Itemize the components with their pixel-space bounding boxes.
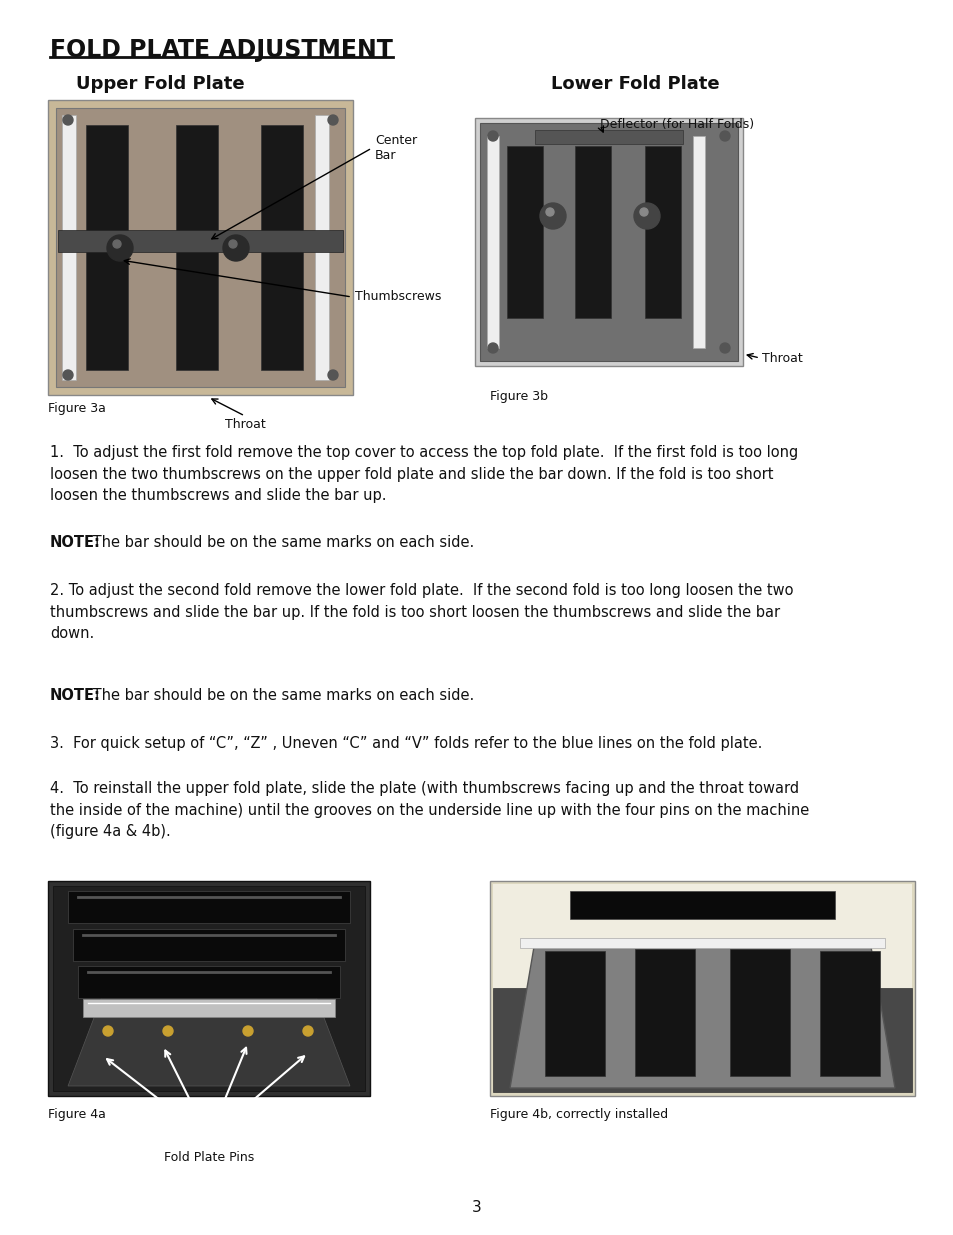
Circle shape — [223, 235, 249, 261]
Text: Center
Bar: Center Bar — [375, 135, 416, 162]
Text: Deflector (for Half Folds): Deflector (for Half Folds) — [599, 119, 753, 131]
Text: Upper Fold Plate: Upper Fold Plate — [75, 75, 244, 93]
Bar — [544, 951, 604, 1076]
Text: Thumbscrews: Thumbscrews — [355, 290, 441, 304]
Bar — [644, 146, 680, 317]
Polygon shape — [68, 981, 350, 1086]
Bar — [56, 107, 345, 387]
Text: 4.  To reinstall the upper fold plate, slide the plate (with thumbscrews facing : 4. To reinstall the upper fold plate, sl… — [50, 781, 808, 840]
Text: The bar should be on the same marks on each side.: The bar should be on the same marks on e… — [88, 535, 474, 550]
Bar — [48, 881, 370, 1095]
Circle shape — [639, 207, 647, 216]
Bar — [692, 136, 704, 348]
Text: FOLD PLATE ADJUSTMENT: FOLD PLATE ADJUSTMENT — [50, 38, 393, 62]
Bar — [48, 100, 353, 395]
Bar — [575, 146, 610, 317]
Bar — [569, 890, 834, 919]
Polygon shape — [510, 941, 894, 1088]
Text: NOTE:: NOTE: — [50, 535, 101, 550]
Bar — [535, 130, 682, 144]
Bar — [486, 136, 498, 348]
Circle shape — [539, 203, 565, 228]
Bar — [493, 988, 911, 1092]
Bar — [73, 929, 345, 961]
Circle shape — [720, 131, 729, 141]
Text: 1.  To adjust the first fold remove the top cover to access the top fold plate. : 1. To adjust the first fold remove the t… — [50, 445, 798, 503]
Bar — [479, 124, 738, 361]
Circle shape — [163, 1026, 172, 1036]
Circle shape — [243, 1026, 253, 1036]
Text: Throat: Throat — [224, 417, 265, 431]
Bar — [83, 999, 335, 1016]
Text: NOTE:: NOTE: — [50, 688, 101, 703]
Text: Figure 4b, correctly installed: Figure 4b, correctly installed — [490, 1108, 667, 1121]
Circle shape — [328, 115, 337, 125]
Text: Figure 3b: Figure 3b — [490, 390, 547, 403]
Text: 3: 3 — [472, 1200, 481, 1215]
Circle shape — [63, 370, 73, 380]
Circle shape — [488, 131, 497, 141]
Bar — [314, 115, 329, 380]
Circle shape — [63, 115, 73, 125]
Bar — [86, 125, 128, 370]
Bar — [635, 948, 695, 1076]
Bar — [490, 881, 914, 1095]
Bar — [493, 884, 911, 990]
Bar — [175, 125, 218, 370]
Bar — [820, 951, 879, 1076]
Text: Fold Plate Pins: Fold Plate Pins — [164, 1151, 253, 1165]
Bar — [519, 939, 884, 948]
Bar — [729, 948, 789, 1076]
Circle shape — [107, 235, 132, 261]
Circle shape — [488, 343, 497, 353]
Bar — [78, 966, 339, 998]
Circle shape — [303, 1026, 313, 1036]
Bar — [261, 125, 303, 370]
Bar — [53, 885, 365, 1091]
Circle shape — [634, 203, 659, 228]
Bar — [506, 146, 542, 317]
Circle shape — [103, 1026, 112, 1036]
Text: 2. To adjust the second fold remove the lower fold plate.  If the second fold is: 2. To adjust the second fold remove the … — [50, 583, 793, 641]
Text: Lower Fold Plate: Lower Fold Plate — [550, 75, 719, 93]
Text: Throat: Throat — [761, 352, 801, 364]
Circle shape — [720, 343, 729, 353]
Circle shape — [545, 207, 554, 216]
Text: The bar should be on the same marks on each side.: The bar should be on the same marks on e… — [88, 688, 474, 703]
Bar — [68, 890, 350, 923]
Circle shape — [328, 370, 337, 380]
Bar — [62, 115, 76, 380]
Text: Figure 4a: Figure 4a — [48, 1108, 106, 1121]
Bar — [58, 230, 343, 252]
Text: Figure 3a: Figure 3a — [48, 403, 106, 415]
Text: 3.  For quick setup of “C”, “Z” , Uneven “C” and “V” folds refer to the blue lin: 3. For quick setup of “C”, “Z” , Uneven … — [50, 736, 761, 751]
Circle shape — [229, 240, 236, 248]
Bar — [475, 119, 742, 366]
Circle shape — [112, 240, 121, 248]
